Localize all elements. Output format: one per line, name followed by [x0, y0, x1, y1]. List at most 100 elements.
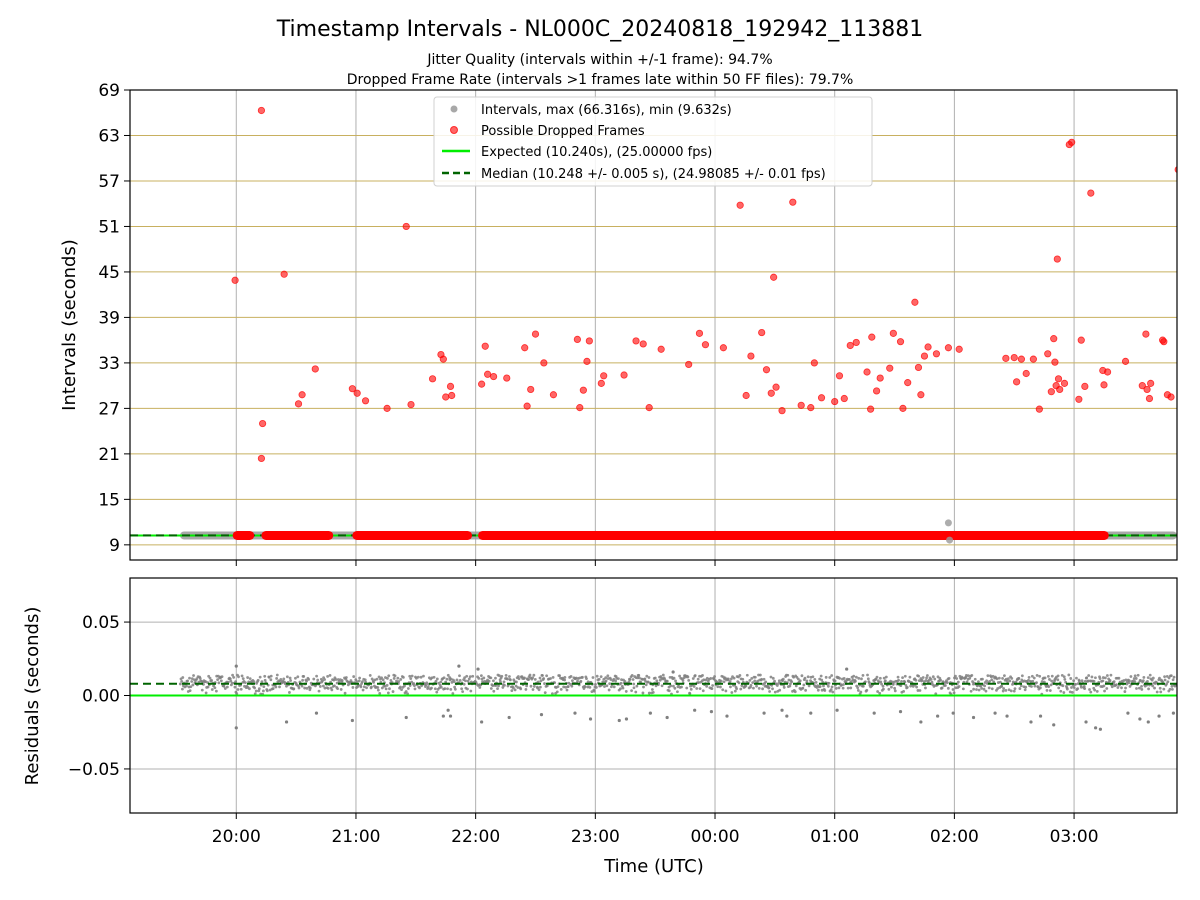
residual-point	[556, 685, 560, 689]
residual-point	[830, 674, 834, 677]
residual-outlier-24	[809, 711, 813, 715]
residual-point	[516, 675, 520, 678]
residual-point	[647, 676, 651, 679]
residual-point	[435, 677, 439, 681]
dropped-point-67	[868, 333, 876, 341]
residual-point	[617, 677, 620, 681]
dropped-baseline-segment-2	[352, 530, 473, 540]
x-tick-label: 23:00	[571, 827, 620, 847]
residual-point	[387, 674, 391, 678]
residual-point	[710, 687, 714, 690]
residual-point	[1128, 684, 1132, 688]
residual-point	[300, 684, 304, 688]
residual-point	[918, 689, 922, 692]
residual-point	[336, 687, 340, 690]
residual-point	[230, 681, 234, 685]
residual-point	[632, 686, 636, 690]
dropped-point-119	[1174, 166, 1177, 173]
dropped-point-24	[503, 374, 511, 382]
residual-point	[1005, 679, 1009, 683]
residual-point	[857, 676, 861, 680]
residual-point	[901, 676, 904, 680]
residual-point	[413, 687, 417, 691]
residual-point	[1007, 688, 1011, 692]
residual-point	[563, 678, 567, 682]
residual-point	[504, 674, 508, 677]
residual-point	[1068, 690, 1072, 694]
residual-point	[992, 680, 996, 684]
residual-point	[859, 690, 863, 694]
residual-point	[404, 690, 408, 693]
dropped-point-39	[632, 337, 640, 345]
residual-point	[583, 685, 587, 689]
residual-point	[882, 687, 885, 691]
residual-point	[655, 679, 659, 683]
residual-point	[807, 684, 811, 688]
residual-point	[988, 679, 992, 683]
dropped-point-118	[1167, 393, 1175, 401]
residual-point	[1062, 675, 1066, 679]
residual-point	[723, 676, 727, 680]
residual-point	[831, 690, 835, 694]
residual-point	[667, 689, 671, 693]
intervals-y-tick-label: 39	[98, 308, 120, 328]
residual-point	[301, 678, 304, 682]
residual-point	[1093, 688, 1097, 692]
residual-point	[929, 677, 933, 681]
residual-point	[214, 689, 218, 693]
residuals-y-tick-label: 0.00	[82, 687, 120, 707]
residual-point	[1092, 679, 1096, 683]
dropped-point-109	[1121, 357, 1130, 365]
residual-point	[977, 688, 981, 692]
residual-point	[542, 677, 546, 680]
residual-point	[698, 687, 702, 691]
residual-point	[494, 676, 497, 680]
dropped-point-51	[762, 366, 771, 374]
residual-point	[628, 678, 632, 681]
residual-point	[529, 684, 533, 688]
residual-point	[363, 678, 367, 682]
residual-outlier-11	[539, 712, 544, 717]
residual-point	[253, 692, 257, 696]
dropped-point-93	[1050, 335, 1058, 343]
residual-point	[631, 678, 635, 681]
dropped-point-101	[1068, 138, 1076, 146]
residual-outlier-43	[1157, 714, 1161, 718]
dropped-point-12	[402, 222, 410, 231]
residual-point	[1171, 678, 1175, 682]
residual-point	[333, 684, 336, 688]
residual-point	[494, 684, 498, 687]
residual-point	[288, 691, 291, 694]
chart-title: Timestamp Intervals - NL000C_20240818_19…	[276, 17, 923, 42]
residual-point	[358, 676, 362, 680]
legend: Intervals, max (66.316s), min (9.632s) Po…	[433, 96, 873, 187]
residual-point	[627, 680, 631, 684]
dropped-point-35	[585, 337, 593, 345]
residual-outlier-23	[785, 714, 789, 718]
residuals-plot-area	[130, 578, 1177, 813]
residual-point	[861, 673, 865, 677]
residual-point	[990, 678, 994, 682]
x-tick-label: 22:00	[451, 827, 500, 847]
residual-point	[806, 675, 810, 679]
residual-point	[1043, 676, 1047, 680]
residual-point	[692, 685, 696, 688]
residual-point	[246, 676, 249, 679]
residual-point	[361, 688, 365, 692]
residual-point	[455, 678, 459, 682]
residual-point	[856, 689, 860, 692]
dropped-point-104	[1081, 382, 1089, 391]
residual-outlier-50	[671, 670, 675, 674]
residual-point	[599, 675, 603, 679]
residual-point	[181, 687, 184, 691]
residual-point	[1110, 685, 1114, 689]
dropped-point-73	[896, 338, 905, 346]
residual-point	[355, 680, 359, 683]
residual-point	[386, 691, 390, 695]
residual-outlier-20	[725, 714, 729, 718]
residual-point	[408, 674, 412, 678]
legend-entry-1: Possible Dropped Frames	[481, 124, 645, 139]
residual-point	[1163, 675, 1166, 679]
residual-point	[282, 677, 286, 681]
residual-point	[532, 673, 536, 677]
